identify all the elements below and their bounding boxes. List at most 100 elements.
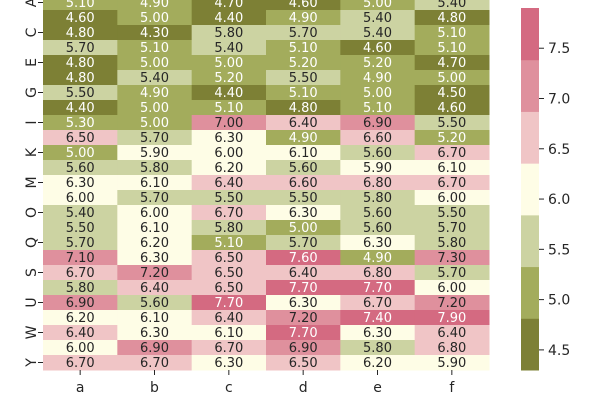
heatmap-cell — [117, 280, 193, 296]
heatmap-cell — [266, 25, 341, 41]
cell-annotation: 5.70 — [140, 191, 169, 206]
cell-annotation: 6.40 — [289, 116, 318, 131]
y-tick-label: Q — [24, 237, 40, 248]
cell-annotation: 6.40 — [214, 311, 243, 326]
heatmap-cell — [43, 0, 118, 11]
cell-annotation: 5.00 — [66, 146, 95, 161]
cell-annotation: 6.80 — [363, 266, 392, 281]
heatmap-cell — [43, 25, 118, 41]
heatmap-cell — [340, 205, 416, 221]
cell-annotation: 6.30 — [214, 131, 243, 146]
cell-annotation: 6.30 — [140, 326, 169, 341]
cell-annotation: 7.90 — [437, 311, 466, 326]
heatmap-cell — [43, 265, 118, 281]
heatmap-cell — [43, 220, 118, 236]
heatmap-cell — [191, 325, 267, 341]
heatmap-cell — [340, 265, 416, 281]
heatmap-cell — [340, 280, 416, 296]
cell-annotation: 5.80 — [140, 161, 169, 176]
cell-annotation: 5.50 — [289, 191, 318, 206]
heatmap-cell — [43, 235, 118, 251]
heatmap-cell — [340, 100, 416, 116]
heatmap-cell — [191, 265, 267, 281]
x-tick-label: f — [449, 380, 455, 396]
heatmap-cell — [414, 265, 490, 281]
heatmap-cell — [414, 0, 490, 11]
cell-annotation: 5.40 — [363, 26, 392, 41]
y-tick-label: C — [24, 27, 40, 37]
heatmap-cell — [414, 205, 490, 221]
heatmap-cell — [191, 220, 267, 236]
cell-annotation: 5.70 — [289, 236, 318, 251]
y-tick-label: E — [24, 58, 40, 67]
heatmap-cell — [266, 265, 341, 281]
colorbar-tick-label: 5.0 — [548, 293, 570, 309]
heatmap-cell — [117, 310, 193, 326]
cell-annotation: 5.30 — [66, 116, 95, 131]
cell-annotation: 5.00 — [289, 221, 318, 236]
heatmap-cell — [43, 280, 118, 296]
heatmap-cell — [414, 25, 490, 41]
colorbar-tick-label: 4.5 — [548, 343, 570, 359]
heatmap-cell — [43, 100, 118, 116]
heatmap-cell — [340, 10, 416, 26]
cell-annotation: 4.50 — [437, 86, 466, 101]
cell-annotation: 6.40 — [140, 281, 169, 296]
heatmap-cell — [191, 190, 267, 206]
cell-annotation: 5.60 — [363, 206, 392, 221]
colorbar-band — [521, 266, 539, 319]
y-tick-label: Y — [24, 358, 40, 368]
heatmap-cell — [43, 145, 118, 161]
cell-annotation: 4.80 — [66, 56, 95, 71]
cell-annotation: 6.10 — [140, 176, 169, 191]
heatmap-cell — [117, 100, 193, 116]
heatmap-cell — [266, 0, 341, 11]
heatmap-cell — [43, 70, 118, 86]
heatmap-cell — [117, 220, 193, 236]
cell-annotation: 5.00 — [140, 56, 169, 71]
cell-annotation: 6.20 — [66, 311, 95, 326]
heatmap-cell — [191, 340, 267, 356]
heatmap-cell — [266, 145, 341, 161]
cell-annotation: 6.70 — [363, 296, 392, 311]
heatmap-cell — [191, 70, 267, 86]
cell-annotation: 6.70 — [437, 176, 466, 191]
y-tick-label: G — [24, 87, 40, 98]
cell-annotation: 4.80 — [437, 11, 466, 26]
cell-annotation: 6.10 — [214, 326, 243, 341]
y-tick-label: M — [24, 176, 40, 188]
cell-annotation: 5.20 — [437, 131, 466, 146]
heatmap-cell — [340, 115, 416, 131]
heatmap-cell — [117, 340, 193, 356]
heatmap-cell — [117, 325, 193, 341]
cell-annotation: 5.50 — [66, 221, 95, 236]
heatmap-cell — [191, 85, 267, 101]
x-tick-label: a — [76, 380, 85, 396]
heatmap-cell — [117, 235, 193, 251]
cell-annotation: 4.70 — [437, 56, 466, 71]
colorbar-tick-label: 6.5 — [548, 142, 570, 158]
y-tick-label: A — [24, 0, 40, 7]
cell-annotation: 5.70 — [66, 41, 95, 56]
heatmap-cell — [340, 250, 416, 266]
heatmap-cell — [191, 55, 267, 71]
cell-annotation: 7.70 — [214, 296, 243, 311]
cell-annotation: 5.60 — [289, 161, 318, 176]
cell-annotation: 6.70 — [214, 341, 243, 356]
cell-annotation: 6.70 — [66, 266, 95, 281]
heatmap-cell — [117, 145, 193, 161]
heatmap-cell — [266, 220, 341, 236]
x-axis: a b c d e f — [76, 370, 455, 396]
heatmap-cell — [340, 235, 416, 251]
heatmap-cell — [43, 40, 118, 56]
heatmap-cell — [117, 55, 193, 71]
cell-annotation: 6.10 — [289, 146, 318, 161]
heatmap-cell — [43, 355, 118, 371]
cell-annotation: 6.20 — [214, 161, 243, 176]
heatmap-cell — [266, 175, 341, 191]
cell-annotation: 7.20 — [140, 266, 169, 281]
heatmap-cell — [266, 130, 341, 146]
cell-annotation: 5.40 — [363, 11, 392, 26]
heatmap-cell — [117, 250, 193, 266]
